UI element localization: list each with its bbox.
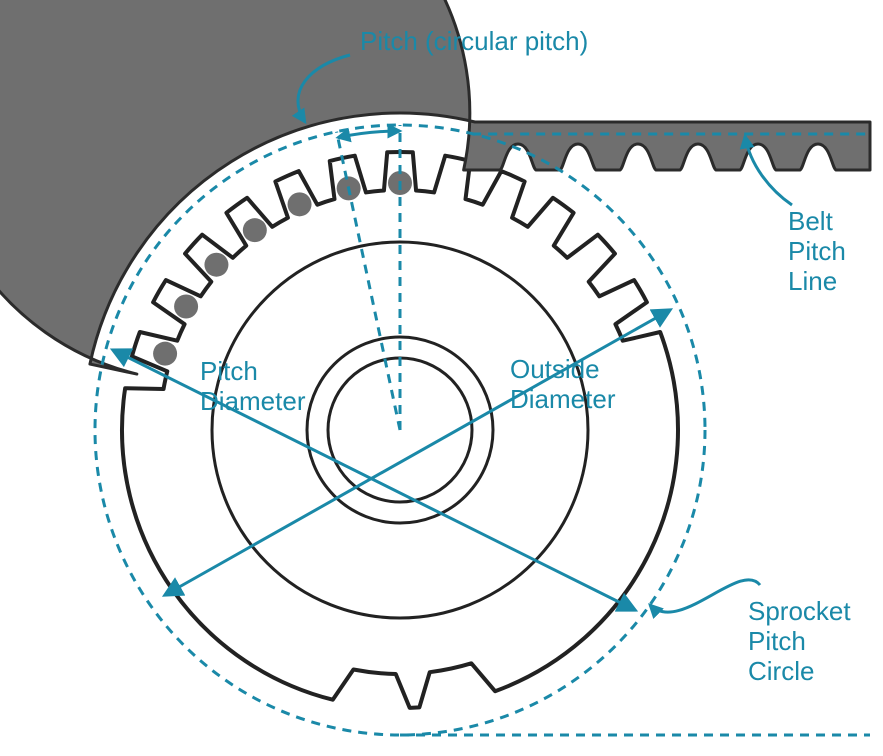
sprocket-pitch-leader bbox=[650, 580, 760, 612]
label-pitch-diameter-2: Diameter bbox=[200, 386, 306, 416]
label-belt-pitch-2: Pitch bbox=[788, 236, 846, 266]
label-pitch-title: Pitch (circular pitch) bbox=[360, 26, 588, 56]
label-belt-pitch-1: Belt bbox=[788, 206, 834, 236]
timing-belt-diagram: Pitch (circular pitch)BeltPitchLineSproc… bbox=[0, 0, 883, 756]
label-belt-pitch-3: Line bbox=[788, 266, 837, 296]
label-sprocket-pitch-3: Circle bbox=[748, 656, 814, 686]
label-sprocket-pitch-2: Pitch bbox=[748, 626, 806, 656]
label-pitch-diameter-1: Pitch bbox=[200, 356, 258, 386]
label-outside-diameter-2: Diameter bbox=[510, 384, 616, 414]
pitch-arc bbox=[338, 131, 400, 138]
label-outside-diameter-1: Outside bbox=[510, 354, 600, 384]
label-sprocket-pitch-1: Sprocket bbox=[748, 596, 851, 626]
